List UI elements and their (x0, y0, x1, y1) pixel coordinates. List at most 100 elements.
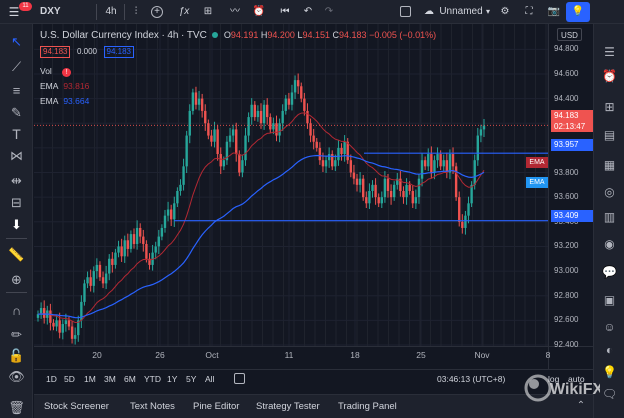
redo-icon[interactable]: ↷ (324, 6, 334, 17)
candle-body (191, 92, 195, 111)
symbol-search[interactable]: DXY (40, 6, 61, 17)
signal-icon[interactable]: ◐ (605, 343, 614, 357)
candle-body (278, 123, 281, 136)
text-icon[interactable]: T (12, 126, 21, 142)
layout-icon[interactable] (397, 0, 413, 24)
date-range-icon[interactable] (234, 373, 245, 384)
long-position-icon[interactable]: ⊟ (11, 195, 22, 210)
candle-body (139, 227, 142, 237)
pattern-icon[interactable]: ⋈ (10, 148, 23, 163)
buy-price-box[interactable]: 94.183 (103, 46, 134, 58)
candle-body (222, 160, 226, 167)
chevron-down-icon[interactable]: ▾ (485, 7, 490, 16)
panel-tab-strategy-tester[interactable]: Strategy Tester (256, 401, 320, 412)
log-toggle[interactable]: log (548, 374, 560, 384)
watchlist-icon[interactable]: ☰ (604, 45, 615, 59)
timeframe-1m[interactable]: 1M (84, 374, 96, 384)
timeframe-all[interactable]: All (205, 374, 215, 384)
candle-body (337, 147, 340, 161)
ema-fast-legend[interactable]: EMA 93.816 (40, 81, 90, 91)
panel-tab-trading-panel[interactable]: Trading Panel (338, 401, 397, 412)
volume-legend[interactable]: Vol ! (40, 66, 72, 77)
settings-icon[interactable]: ⚙ (500, 6, 510, 17)
lock-icon[interactable]: 🔓 (8, 348, 25, 363)
candle-body (442, 160, 445, 167)
cursor-icon[interactable]: ↖ (11, 34, 22, 49)
streams-icon[interactable]: ◉ (604, 237, 615, 251)
price-tick-label: 92.400 (554, 340, 579, 349)
replay-icon[interactable]: ⏮ (280, 6, 290, 17)
timeframe-5y[interactable]: 5Y (186, 374, 197, 384)
candle-body (482, 125, 486, 130)
camera-icon[interactable]: 📷 (547, 6, 561, 17)
bar-style-icon[interactable]: ⫶ (134, 6, 138, 17)
alerts-clock-icon[interactable]: ⏰ (602, 69, 617, 83)
candle-body (250, 104, 253, 118)
templates-icon[interactable]: ⊞ (203, 6, 213, 17)
candle-body (411, 191, 414, 204)
data-window-icon[interactable]: ⊞ (604, 100, 615, 114)
lock-draw-icon[interactable]: ✏ (11, 327, 22, 342)
panel-tab-pine-editor[interactable]: Pine Editor (193, 401, 240, 412)
low-value: 94.151 (302, 30, 330, 40)
trend-line-icon[interactable]: ⟋ (11, 59, 22, 74)
undo-icon[interactable]: ↶ (303, 6, 313, 17)
candle-body (77, 320, 80, 336)
measure-icon[interactable]: ⇹ (11, 173, 22, 188)
candle-body (154, 246, 157, 253)
brush-icon[interactable]: ✎ (11, 105, 22, 120)
timeframe-ytd[interactable]: YTD (144, 374, 161, 384)
candle-body (436, 154, 439, 161)
timeframe-3m[interactable]: 3M (104, 374, 116, 384)
chart-pane[interactable]: USD 94.80094.60094.40094.20094.00093.800… (34, 24, 593, 369)
candle-body (197, 98, 201, 105)
price-chart[interactable] (34, 24, 593, 369)
notifications-icon[interactable]: ▣ (603, 293, 616, 307)
timeframe-1d[interactable]: 1D (46, 374, 57, 384)
eye-icon[interactable]: 👁 (8, 369, 25, 384)
symbol-description[interactable]: U.S. Dollar Currency Index (40, 30, 159, 41)
zoom-in-icon[interactable]: ⊕ (11, 272, 22, 287)
ema-slow-line (37, 154, 485, 319)
utc-clock[interactable]: 03:46:13 (UTC+8) (437, 374, 506, 384)
candle-body (176, 191, 179, 204)
ideas-bulb-icon[interactable]: 💡 (602, 365, 617, 379)
publish-icon[interactable]: 💡 (566, 2, 590, 22)
hline-high-tag: 93.957 (551, 139, 593, 151)
indicators-icon[interactable]: 〰 (230, 6, 240, 17)
hotlist-icon[interactable]: ▤ (603, 128, 616, 142)
fx-icon[interactable]: ƒx (178, 6, 190, 17)
alert-icon[interactable]: ⏰ (252, 6, 266, 17)
calendar-icon[interactable]: ▦ (603, 158, 616, 172)
sell-price-box[interactable]: 94.183 (40, 46, 71, 58)
arrow-down-icon[interactable]: ⬇ (11, 217, 22, 232)
ruler-icon[interactable]: 📏 (8, 247, 25, 262)
candle-body (374, 184, 377, 198)
ema-slow-tag: EMA (526, 177, 548, 188)
chats-icon[interactable]: 💬 (602, 265, 617, 279)
collapse-panel-icon[interactable]: ⌃ (576, 400, 586, 411)
currency-selector[interactable]: USD (557, 28, 582, 41)
ideas-icon[interactable]: ◎ (604, 185, 615, 199)
chat-bubble-icon[interactable]: 🗨 (601, 387, 618, 401)
interval-selector[interactable]: 4h (105, 6, 117, 17)
compare-plus-icon[interactable]: + (148, 0, 166, 24)
auto-toggle[interactable]: auto (568, 374, 585, 384)
menu-icon[interactable]: ☰ (8, 5, 20, 19)
panel-tab-stock-screener[interactable]: Stock Screener (44, 401, 109, 412)
cloud-icon[interactable]: ☁ (424, 6, 434, 17)
horizontal-lines-icon[interactable]: ≡ (12, 83, 21, 98)
candle-body (380, 197, 383, 204)
timeframe-1y[interactable]: 1Y (167, 374, 178, 384)
timeframe-5d[interactable]: 5D (64, 374, 75, 384)
trash-icon[interactable]: 🗑 (8, 400, 25, 415)
timeframe-6m[interactable]: 6M (124, 374, 136, 384)
help-icon[interactable]: ☺ (603, 320, 616, 334)
candle-body (383, 178, 387, 198)
ema-slow-legend[interactable]: EMA 93.664 (40, 96, 90, 106)
magnet-icon[interactable]: ∩ (11, 303, 22, 318)
panel-tab-text-notes[interactable]: Text Notes (130, 401, 175, 412)
news-icon[interactable]: ▥ (603, 210, 616, 224)
layout-name[interactable]: Unnamed (439, 6, 483, 17)
fullscreen-icon[interactable]: ⛶ (525, 6, 533, 17)
